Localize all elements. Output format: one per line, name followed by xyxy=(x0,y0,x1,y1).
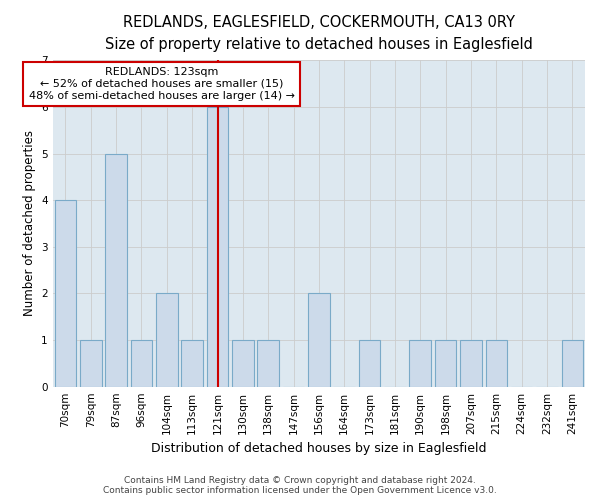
Bar xyxy=(232,340,254,386)
Title: REDLANDS, EAGLESFIELD, COCKERMOUTH, CA13 0RY
Size of property relative to detach: REDLANDS, EAGLESFIELD, COCKERMOUTH, CA13… xyxy=(105,15,533,52)
Bar xyxy=(207,107,228,386)
Text: REDLANDS: 123sqm
← 52% of detached houses are smaller (15)
48% of semi-detached : REDLANDS: 123sqm ← 52% of detached house… xyxy=(29,68,295,100)
Bar xyxy=(156,294,178,386)
Y-axis label: Number of detached properties: Number of detached properties xyxy=(23,130,36,316)
Bar xyxy=(257,340,279,386)
X-axis label: Distribution of detached houses by size in Eaglesfield: Distribution of detached houses by size … xyxy=(151,442,487,455)
Bar xyxy=(106,154,127,386)
Text: Contains HM Land Registry data © Crown copyright and database right 2024.
Contai: Contains HM Land Registry data © Crown c… xyxy=(103,476,497,495)
Bar xyxy=(55,200,76,386)
Bar xyxy=(308,294,329,386)
Bar xyxy=(460,340,482,386)
Bar xyxy=(359,340,380,386)
Bar xyxy=(562,340,583,386)
Bar xyxy=(435,340,457,386)
Bar xyxy=(485,340,507,386)
Bar xyxy=(181,340,203,386)
Bar xyxy=(131,340,152,386)
Bar xyxy=(80,340,101,386)
Bar xyxy=(409,340,431,386)
